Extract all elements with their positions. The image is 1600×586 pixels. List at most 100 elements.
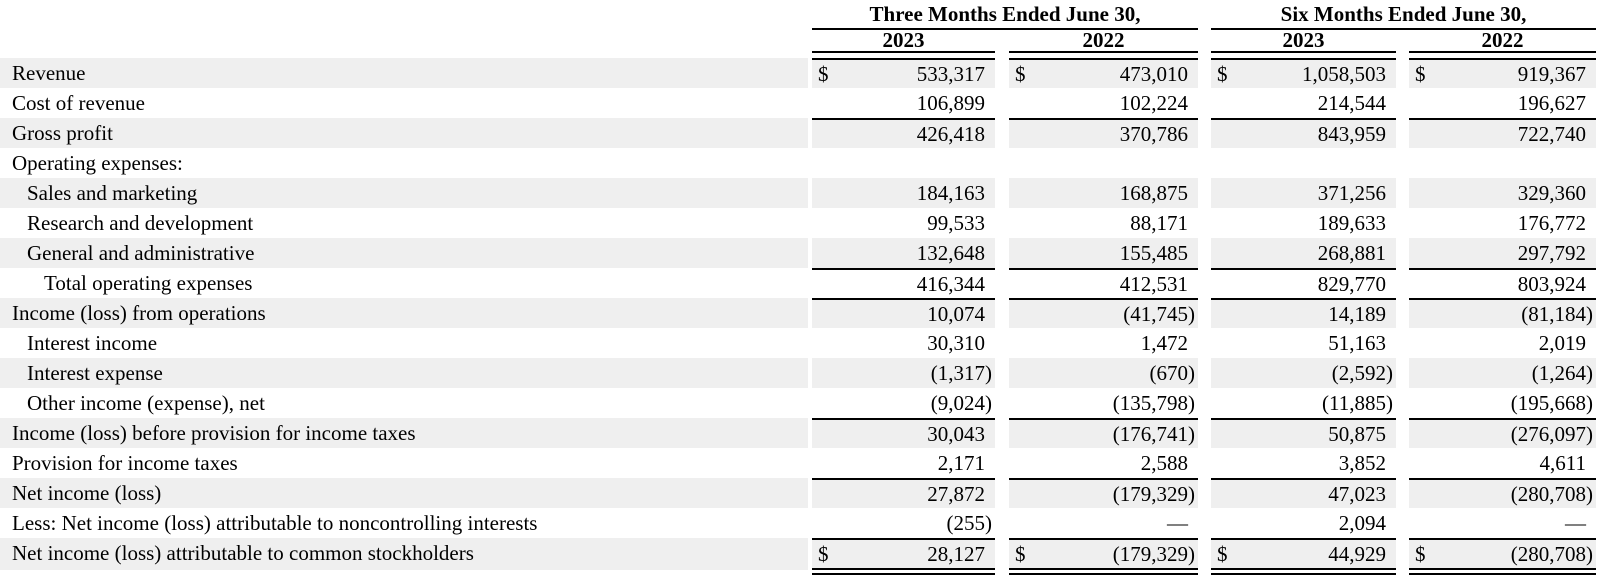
value: 28,127 <box>927 542 985 566</box>
value: (280,708) <box>1510 482 1593 506</box>
value-cell: (179,329) <box>1009 478 1198 508</box>
row-label: Income (loss) from operations <box>0 298 808 328</box>
value-cell: (81,184) <box>1409 298 1596 328</box>
value: 843,959 <box>1317 122 1386 146</box>
table-row-noncontrolling-interests: Less: Net income (loss) attributable to … <box>0 508 1596 538</box>
value: 168,875 <box>1119 181 1188 205</box>
value: 176,772 <box>1517 211 1586 235</box>
value-cell: 47,023 <box>1211 478 1396 508</box>
value-cell: 30,310 <box>812 328 995 358</box>
value: 106,899 <box>916 91 985 115</box>
value-cell: 102,224 <box>1009 88 1198 118</box>
value-cell: 176,772 <box>1409 208 1596 238</box>
value-cell: 168,875 <box>1009 178 1198 208</box>
value: 132,648 <box>916 241 985 265</box>
value-cell: 426,418 <box>812 118 995 148</box>
income-statement-table: Three Months Ended June 30, Six Months E… <box>0 0 1596 575</box>
value-cell: (670) <box>1009 358 1198 388</box>
value-cell: $473,010 <box>1009 58 1198 88</box>
value-cell: 371,256 <box>1211 178 1396 208</box>
dollar-sign: $ <box>1015 62 1026 86</box>
row-label: Interest expense <box>0 358 808 388</box>
value: 1,472 <box>1140 331 1188 355</box>
value-cell: 214,544 <box>1211 88 1396 118</box>
year-header: 2022 <box>1009 30 1198 53</box>
value: 416,344 <box>916 272 985 296</box>
value-cell: 297,792 <box>1409 238 1596 268</box>
row-label: Income (loss) before provision for incom… <box>0 418 808 448</box>
value: 268,881 <box>1317 241 1386 265</box>
value-cell: 416,344 <box>812 268 995 298</box>
row-label: Research and development <box>27 211 254 235</box>
value: 722,740 <box>1517 122 1586 146</box>
value: 189,633 <box>1317 211 1386 235</box>
value: (81,184) <box>1521 302 1593 326</box>
value: 2,171 <box>937 451 985 475</box>
value: 44,929 <box>1328 542 1386 566</box>
value-cell <box>1211 148 1396 178</box>
value: 27,872 <box>927 482 985 506</box>
period-header-three-months: Three Months Ended June 30, <box>812 0 1198 30</box>
value: 2,588 <box>1140 451 1188 475</box>
table-row-income-from-operations: Income (loss) from operations 10,074 (41… <box>0 298 1596 328</box>
value: (276,097) <box>1510 422 1593 446</box>
value-cell: (176,741) <box>1009 418 1198 448</box>
value-cell: $919,367 <box>1409 58 1596 88</box>
value-cell: 3,852 <box>1211 448 1396 478</box>
value: 214,544 <box>1317 91 1386 115</box>
value-cell: (195,668) <box>1409 388 1596 418</box>
value-cell: (276,097) <box>1409 418 1596 448</box>
value: (176,741) <box>1112 422 1195 446</box>
table-row-sales-and-marketing: Sales and marketing 184,163 168,875 371,… <box>0 178 1596 208</box>
value: 426,418 <box>916 122 985 146</box>
dollar-sign: $ <box>1217 62 1228 86</box>
value: 4,611 <box>1539 451 1586 475</box>
value: 329,360 <box>1517 181 1586 205</box>
table-row-general-and-administrative: General and administrative 132,648 155,4… <box>0 238 1596 268</box>
value: 370,786 <box>1119 122 1188 146</box>
year-header: 2023 <box>812 30 995 53</box>
value-cell: 14,189 <box>1211 298 1396 328</box>
value: 10,074 <box>927 302 985 326</box>
table-row-other-income-expense-net: Other income (expense), net (9,024) (135… <box>0 388 1596 418</box>
value-cell: 30,043 <box>812 418 995 448</box>
row-label: Net income (loss) attributable to common… <box>0 538 808 570</box>
value-cell: $44,929 <box>1211 538 1396 575</box>
value: 88,171 <box>1130 211 1188 235</box>
row-label: Interest income <box>27 331 158 355</box>
value: 50,875 <box>1328 422 1386 446</box>
row-label: Total operating expenses <box>44 271 253 295</box>
value-cell: 50,875 <box>1211 418 1396 448</box>
dollar-sign: $ <box>1415 62 1426 86</box>
value-cell: (11,885) <box>1211 388 1396 418</box>
value-cell: (255) <box>812 508 995 538</box>
row-label: Net income (loss) <box>0 478 808 508</box>
value-cell: 4,611 <box>1409 448 1596 478</box>
value: 51,163 <box>1328 331 1386 355</box>
value: (9,024) <box>930 391 992 415</box>
row-label: Other income (expense), net <box>27 391 265 415</box>
value-cell: (1,317) <box>812 358 995 388</box>
dollar-sign: $ <box>818 62 829 86</box>
value: (11,885) <box>1322 391 1393 415</box>
value-cell: 51,163 <box>1211 328 1396 358</box>
value: 803,924 <box>1517 272 1586 296</box>
table-row-income-before-taxes: Income (loss) before provision for incom… <box>0 418 1596 448</box>
value: 2,019 <box>1538 331 1586 355</box>
value-cell: 189,633 <box>1211 208 1396 238</box>
table-header-year-row: 2023 2022 2023 2022 <box>0 30 1596 53</box>
value: (41,745) <box>1123 302 1195 326</box>
table-row-gross-profit: Gross profit 426,418 370,786 843,959 722… <box>0 118 1596 148</box>
table-row-total-operating-expenses: Total operating expenses 416,344 412,531… <box>0 268 1596 298</box>
value-cell: — <box>1409 508 1596 538</box>
value: 155,485 <box>1119 241 1188 265</box>
value: 533,317 <box>916 62 985 86</box>
value-cell: 2,588 <box>1009 448 1198 478</box>
row-label: General and administrative <box>0 238 808 268</box>
row-label: Revenue <box>0 58 808 88</box>
value: (670) <box>1149 361 1196 385</box>
dollar-sign: $ <box>1015 542 1026 566</box>
value-cell: (135,798) <box>1009 388 1198 418</box>
value-cell: (9,024) <box>812 388 995 418</box>
value: (2,592) <box>1331 361 1393 385</box>
